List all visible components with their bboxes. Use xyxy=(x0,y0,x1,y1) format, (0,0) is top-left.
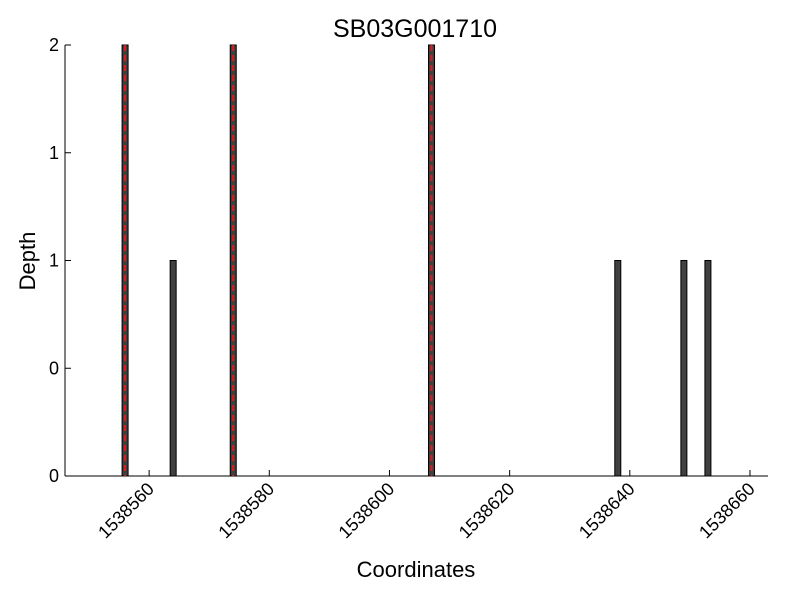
y-axis-label: Depth xyxy=(15,232,40,291)
y-tick-label: 0 xyxy=(49,358,59,378)
chart-title: SB03G001710 xyxy=(333,15,497,43)
depth-bar xyxy=(680,260,688,477)
depth-bar xyxy=(704,260,712,477)
y-tick-label: 0 xyxy=(49,466,59,486)
y-tick-label: 1 xyxy=(49,143,59,163)
depth-bar xyxy=(614,260,622,477)
x-tick-label: 1538640 xyxy=(575,479,639,543)
x-tick-label: 1538620 xyxy=(455,479,519,543)
depth-bar xyxy=(169,260,177,477)
x-tick-label: 1538660 xyxy=(695,479,759,543)
y-tick-label: 2 xyxy=(49,35,59,55)
plot-area: 0 0 1 1 2 1538560 1538580 1538600 1538620 1538640… xyxy=(49,35,768,542)
y-tick-label: 1 xyxy=(49,251,59,271)
x-axis-label: Coordinates xyxy=(357,557,476,582)
x-tick-label: 1538560 xyxy=(94,479,158,543)
x-tick-label: 1538600 xyxy=(335,479,399,543)
x-tick-label: 1538580 xyxy=(214,479,278,543)
